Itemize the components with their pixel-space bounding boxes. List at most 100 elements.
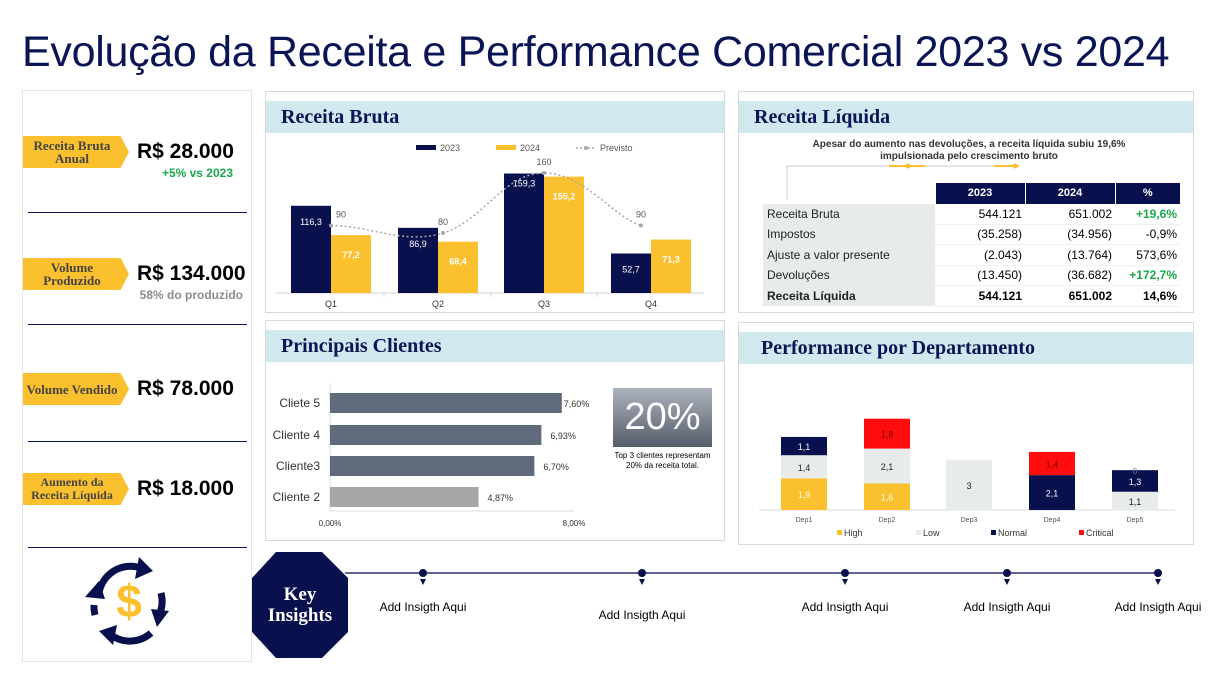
cell-v2024: 651.002 <box>1025 285 1115 307</box>
highlight-caption: Top 3 clientes representam 20% da receit… <box>614 451 711 470</box>
y-tick-label: Cliete 5 <box>279 396 320 410</box>
y-tick-label: Cliente 4 <box>273 428 321 442</box>
timeline-dot <box>419 569 427 577</box>
cell-pct: +19,6% <box>1115 203 1180 225</box>
cell-pct: 14,6% <box>1115 285 1180 307</box>
bar-Cliente 2 <box>330 487 479 507</box>
insight-text[interactable]: Add Insigth Aqui <box>379 600 467 614</box>
bar-label: 2,1 <box>881 462 894 472</box>
bar-label: 155,2 <box>553 192 576 202</box>
x-tick-label: Dep1 <box>796 517 813 524</box>
bar-Critical-Dep2 <box>864 418 910 449</box>
previsto-point <box>329 223 333 228</box>
x-tick-label: Dep3 <box>961 517 978 524</box>
panel-title: Principais Clientes <box>266 330 724 362</box>
cell-label: Devoluções <box>763 265 935 286</box>
bar-label: 1,3 <box>1129 477 1142 487</box>
departamentos-panel: Performance por Departamento 1,9 1,4 1,1 De… <box>738 322 1194 545</box>
insight-text[interactable]: Add Insigth Aqui <box>598 608 686 622</box>
bar-label: 2,1 <box>1046 489 1059 499</box>
insight-text[interactable]: Add Insigth Aqui <box>801 600 889 614</box>
kpi-aumento-receita: Aumento da Receita Líquida R$ 18.000 <box>23 473 253 533</box>
bar-label: 86,9 <box>409 239 427 249</box>
legend-label: 2023 <box>440 143 460 153</box>
kpi-label: Volume Produzido <box>23 258 129 290</box>
bar-2024-Q2 <box>438 241 478 293</box>
table-row: Impostos (35.258) (34.956) -0,9% <box>763 224 1180 245</box>
timeline-dot <box>1154 569 1162 577</box>
clientes-chart: Cliete 5 7,60% Cliente 4 6,93% Cliente3 6,70%… <box>273 383 589 528</box>
legend-label: Critical <box>1086 528 1114 538</box>
previsto-line <box>330 172 642 238</box>
previsto-point <box>542 171 546 175</box>
col-header: 2024 <box>1024 183 1115 204</box>
bar-2024-Q4 <box>651 239 691 293</box>
legend-label: Previsto <box>600 143 633 153</box>
cell-v2023: (35.258) <box>935 224 1025 245</box>
x-tick-label: Dep5 <box>1127 517 1144 524</box>
table-row: Ajuste a valor presente (2.043) (13.764) 57… <box>763 244 1180 266</box>
timeline-marker <box>842 579 848 585</box>
bar-Normal-Dep1 <box>781 436 827 456</box>
table-row: Receita Líquida 544.121 651.002 14,6% <box>763 285 1180 307</box>
key-insights-label: Key Insights <box>267 584 333 626</box>
kpi-label: Aumento da Receita Líquida <box>23 473 129 505</box>
receita-liquida-panel: Receita Líquida Apesar do aumento nas de… <box>738 91 1194 313</box>
legend-label: Low <box>923 528 940 538</box>
timeline-dot <box>1003 569 1011 577</box>
bar-label: 1,6 <box>881 493 894 503</box>
bar-label: 6,70% <box>543 462 569 472</box>
bar-label: 1,4 <box>1046 460 1059 470</box>
bar-label: 1,9 <box>798 490 811 500</box>
cell-v2023: 544.121 <box>935 203 1025 225</box>
divider <box>28 212 247 213</box>
legend-swatch-Critical <box>1079 530 1084 535</box>
legend-label: 2024 <box>520 143 540 153</box>
bar-label: 6,93% <box>550 431 576 441</box>
table-row: Receita Bruta 544.121 651.002 +19,6% <box>763 203 1180 225</box>
timeline-marker <box>1004 579 1010 585</box>
col-header: 2023 <box>934 183 1025 204</box>
kpi-value: R$ 18.000 <box>137 477 234 500</box>
legend-swatch-2023 <box>416 145 436 150</box>
cell-label: Receita Líquida <box>763 285 935 306</box>
divider <box>28 547 247 548</box>
insight-text[interactable]: Add Insigth Aqui <box>1114 600 1202 614</box>
timeline-dot <box>841 569 849 577</box>
bar-label: 1,1 <box>798 442 811 452</box>
bar-label: 71,3 <box>662 255 680 265</box>
timeline-marker <box>420 579 426 585</box>
timeline-marker <box>639 579 645 585</box>
y-tick-label: Cliente 2 <box>273 490 321 504</box>
dollar-cycle-icon: $ <box>85 557 169 645</box>
receita-liquida-table: 2023 2024% Receita Bruta 544.121 651.002 +19… <box>763 183 1180 307</box>
insights-timeline <box>252 552 1162 658</box>
bar-label: 77,2 <box>342 250 360 260</box>
bar-Cliete 5 <box>330 393 562 413</box>
bar-label: 1,4 <box>798 463 811 473</box>
legend-swatch-Low <box>916 530 921 535</box>
clientes-panel: Principais Clientes Cliete 5 7,60% Cliente… <box>265 320 725 541</box>
bar-label: 0 <box>1133 467 1138 476</box>
previsto-point <box>639 223 643 228</box>
receita-bruta-panel: Receita Bruta 2023 2024 Previsto 116,3 77,2 Q… <box>265 91 725 313</box>
cell-v2024: (36.682) <box>1025 265 1115 286</box>
bar-label: 159,3 <box>513 179 536 189</box>
legend-swatch-Normal <box>991 530 996 535</box>
col-header: % <box>1114 183 1180 204</box>
cell-v2024: 651.002 <box>1025 203 1115 225</box>
insight-text[interactable]: Add Insigth Aqui <box>963 600 1051 614</box>
bar-High-Dep1 <box>781 478 827 510</box>
cell-label: Impostos <box>763 224 935 245</box>
panel-title: Performance por Departamento <box>739 332 1193 364</box>
legend-label: Normal <box>998 528 1027 538</box>
previsto-label: 80 <box>438 217 448 227</box>
cell-v2023: (13.450) <box>935 265 1025 286</box>
kpi-panel: Receita Bruta Anual R$ 28.000 +5% vs 202… <box>22 90 252 662</box>
previsto-point <box>441 231 445 235</box>
previsto-label: 160 <box>536 157 551 167</box>
cell-label: Receita Bruta <box>763 203 935 224</box>
highlight-percent: 20% <box>613 388 712 447</box>
connector-decoration <box>786 163 1019 200</box>
svg-text:$: $ <box>116 575 142 627</box>
